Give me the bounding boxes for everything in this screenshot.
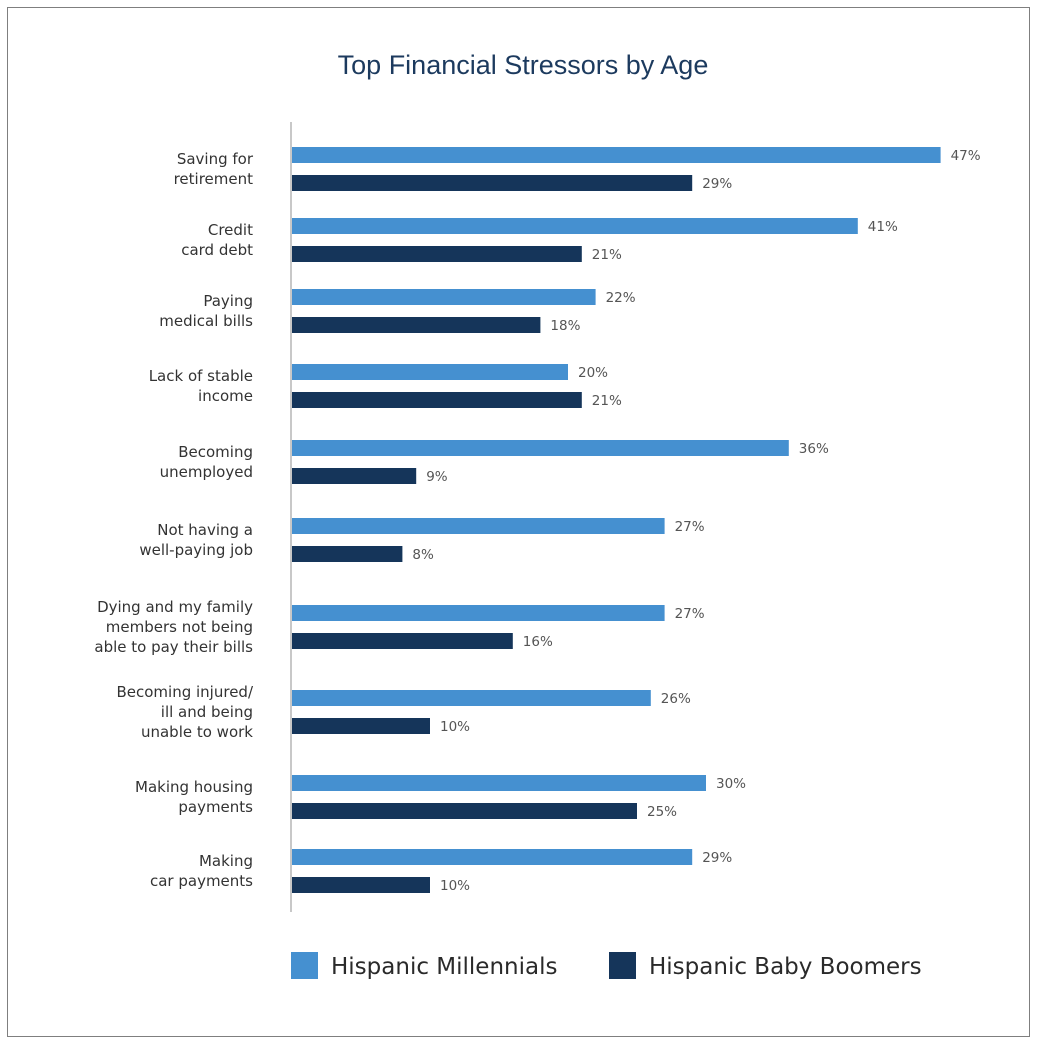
legend-label: Hispanic Baby Boomers <box>649 954 922 980</box>
bar-boomers <box>292 392 582 408</box>
category-label-line: Credit <box>208 221 253 239</box>
category-label-line: well-paying job <box>139 541 253 559</box>
value-label: 29% <box>702 850 732 866</box>
value-label: 36% <box>799 441 829 457</box>
value-label: 16% <box>523 634 553 650</box>
bar-millennials <box>292 690 651 706</box>
category-label: Becoming injured/ill and being unable to … <box>116 683 253 741</box>
category-label-line: Making <box>199 852 253 870</box>
value-label: 9% <box>426 469 448 485</box>
value-label: 30% <box>716 776 746 792</box>
category-label-line: Becoming injured/ <box>116 683 253 701</box>
category-label-line: Dying and my family <box>97 598 253 616</box>
value-label: 27% <box>675 606 705 622</box>
category-label-line: card debt <box>181 241 253 259</box>
category-label-line: Becoming <box>178 443 253 461</box>
legend: Hispanic Millennials Hispanic Baby Boomer… <box>291 952 922 980</box>
category-label-line: car payments <box>150 872 253 890</box>
value-label: 8% <box>412 547 434 563</box>
category-label: Becoming unemployed <box>160 443 253 481</box>
category-label-line: unemployed <box>160 463 253 481</box>
bar-boomers <box>292 877 430 893</box>
value-label: 10% <box>440 719 470 735</box>
category-label-line: payments <box>178 798 253 816</box>
bar-millennials <box>292 440 789 456</box>
bar-boomers <box>292 317 541 333</box>
bar-boomers <box>292 546 403 562</box>
category-label-line: ill and being <box>161 703 253 721</box>
category-label-line: Not having a <box>157 521 253 539</box>
category-label: Lack of stable income <box>149 367 253 405</box>
chart-title: Top Financial Stressors by Age <box>338 50 709 80</box>
value-label: 29% <box>702 176 732 192</box>
value-label: 10% <box>440 878 470 894</box>
category-label-line: members not being <box>106 618 253 636</box>
bar-millennials <box>292 849 693 865</box>
category-label-line: Saving for <box>177 150 254 168</box>
category-label: Making housing payments <box>135 778 253 816</box>
category-label: Credit card debt <box>181 221 253 259</box>
category-label: Dying and my family members not being able… <box>94 598 253 656</box>
value-label: 20% <box>578 365 608 381</box>
bar-millennials <box>292 605 665 621</box>
category-label-line: Paying <box>203 292 253 310</box>
bar-millennials <box>292 775 706 791</box>
category-label-line: unable to work <box>141 723 253 741</box>
category-label-line: able to pay their bills <box>94 638 253 656</box>
bars-layer: 47% 29% 41% 21% 22% 18% 20% 21% 36% 9% 27% 8% 27% 16%… <box>292 147 981 894</box>
bar-boomers <box>292 468 417 484</box>
value-label: 47% <box>951 148 981 164</box>
bar-millennials <box>292 289 596 305</box>
category-labels: Saving for retirement Credit card debt Payin… <box>94 150 254 890</box>
category-label-line: income <box>198 387 253 405</box>
value-label: 26% <box>661 691 691 707</box>
value-label: 21% <box>592 247 622 263</box>
category-label: Not having a well-paying job <box>139 521 253 559</box>
value-label: 25% <box>647 804 677 820</box>
bar-millennials <box>292 518 665 534</box>
category-label-line: retirement <box>174 170 254 188</box>
category-label-line: Lack of stable <box>149 367 253 385</box>
bar-millennials <box>292 147 941 163</box>
category-label: Making car payments <box>150 852 253 890</box>
bar-boomers <box>292 718 430 734</box>
category-label: Saving for retirement <box>174 150 254 188</box>
value-label: 41% <box>868 219 898 235</box>
bar-boomers <box>292 803 637 819</box>
legend-swatch <box>291 952 318 979</box>
category-label-line: Making housing <box>135 778 253 796</box>
value-label: 22% <box>606 290 636 306</box>
category-label: Paying medical bills <box>159 292 253 330</box>
legend-swatch <box>609 952 636 979</box>
value-label: 21% <box>592 393 622 409</box>
bar-boomers <box>292 633 513 649</box>
bar-boomers <box>292 246 582 262</box>
bar-millennials <box>292 364 568 380</box>
value-label: 18% <box>550 318 580 334</box>
bar-boomers <box>292 175 693 191</box>
value-label: 27% <box>675 519 705 535</box>
bar-millennials <box>292 218 858 234</box>
category-label-line: medical bills <box>159 312 253 330</box>
legend-label: Hispanic Millennials <box>331 954 557 980</box>
